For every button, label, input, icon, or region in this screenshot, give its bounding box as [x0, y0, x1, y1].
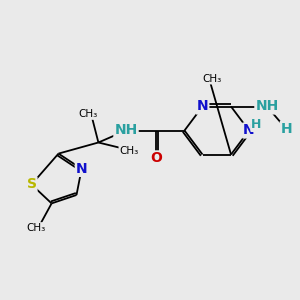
Text: H: H	[251, 118, 262, 131]
Text: H: H	[281, 122, 292, 136]
Text: S: S	[26, 178, 37, 191]
Text: CH₃: CH₃	[26, 223, 46, 233]
Text: CH₃: CH₃	[119, 146, 139, 157]
Text: NH: NH	[255, 100, 279, 113]
Text: NH: NH	[114, 124, 138, 137]
Text: CH₃: CH₃	[79, 109, 98, 119]
Text: N: N	[243, 124, 255, 137]
Text: N: N	[76, 162, 87, 176]
Text: N: N	[197, 100, 208, 113]
Text: O: O	[150, 152, 162, 165]
Text: CH₃: CH₃	[203, 74, 222, 84]
